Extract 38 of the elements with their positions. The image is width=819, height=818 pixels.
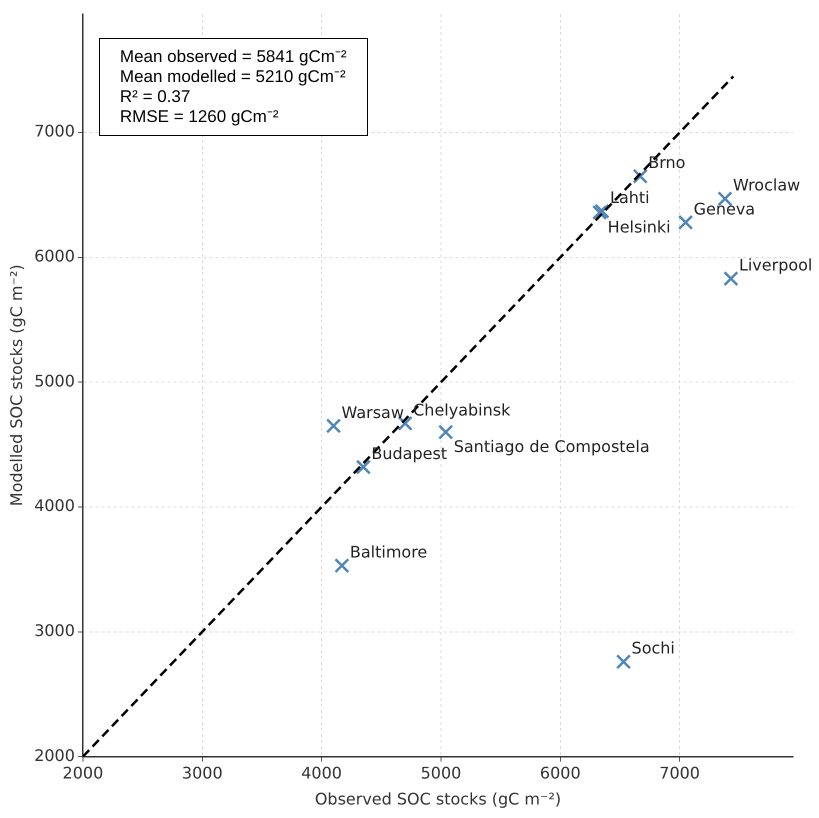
point — [723, 270, 739, 286]
annotation: RMSE = 1260 gCm⁻² — [120, 107, 280, 127]
annotation: Budapest — [371, 444, 448, 464]
y-tick-label: 4000 — [34, 496, 75, 516]
y-tick-label: 7000 — [34, 122, 75, 141]
x-axis-title: Observed SOC stocks (gC m⁻²) — [314, 790, 562, 809]
point — [616, 654, 632, 670]
annotation: Santiago de Compostela — [454, 437, 650, 456]
annotation: Geneva — [694, 199, 756, 218]
x-tick-label: 2000 — [62, 763, 104, 782]
point — [326, 418, 342, 434]
point — [438, 424, 454, 440]
x-tick-label: 3000 — [182, 763, 223, 782]
annotation: Liverpool — [738, 256, 812, 275]
point — [334, 558, 350, 574]
point — [632, 168, 648, 184]
annotation: Sochi — [632, 638, 675, 658]
annotation: Baltimore — [350, 542, 428, 562]
point — [678, 214, 694, 230]
y-tick-label: 5000 — [34, 371, 75, 390]
x-tick-label: 7000 — [659, 763, 700, 782]
x-tick-label: 4000 — [301, 763, 342, 782]
y-tick-label: 2000 — [34, 746, 75, 765]
x-tick-label: 5000 — [420, 763, 462, 782]
annotation: Mean modelled = 5210 gCm⁻² — [120, 67, 347, 87]
annotation: Brno — [648, 153, 686, 172]
y-axis-title: Modelled SOC stocks (gC m⁻²) — [6, 264, 26, 506]
annotation: Warsaw — [342, 402, 404, 422]
y-tick-label: 6000 — [34, 246, 75, 266]
annotation: Lahti — [610, 188, 650, 208]
annotation: Chelyabinsk — [413, 400, 512, 420]
annotation: R² = 0.37 — [120, 87, 192, 107]
y-tick-label: 3000 — [34, 620, 75, 640]
annotation: Helsinki — [608, 217, 671, 236]
annotation: Wroclaw — [732, 176, 800, 195]
point — [356, 459, 371, 475]
x-tick-label: 6000 — [540, 763, 581, 782]
annotation: Mean observed = 5841 gCm⁻² — [120, 47, 347, 67]
